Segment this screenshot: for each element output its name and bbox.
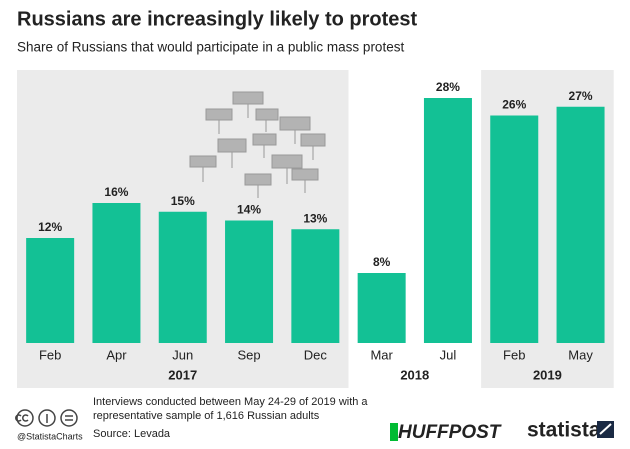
- cc-icons: [15, 409, 78, 427]
- bar: [291, 229, 340, 343]
- x-tick-label: Jul: [440, 347, 457, 362]
- x-tick-label: Dec: [304, 347, 328, 362]
- x-tick-label: Feb: [503, 347, 525, 362]
- group-label: 2017: [168, 367, 197, 382]
- note-line: representative sample of 1,616 Russian a…: [93, 410, 320, 422]
- bar: [423, 98, 472, 343]
- source: Source: Levada: [93, 428, 171, 440]
- brand-icon-stroke: [599, 423, 612, 435]
- bar: [26, 238, 75, 343]
- value-label: 13%: [303, 211, 327, 225]
- chart-subtitle: Share of Russians that would participate…: [17, 40, 404, 55]
- brand-logo: statista: [527, 419, 601, 442]
- note-line: Interviews conducted between May 24-29 o…: [93, 396, 368, 408]
- x-tick-label: Feb: [39, 347, 61, 362]
- partner-mark: [390, 423, 398, 441]
- value-label: 8%: [373, 255, 391, 269]
- partner-logo: HUFFPOST: [398, 422, 502, 443]
- x-tick-label: Mar: [370, 347, 393, 362]
- value-label: 14%: [237, 203, 261, 217]
- bar: [92, 203, 141, 343]
- bar: [490, 115, 539, 343]
- value-label: 26%: [502, 98, 526, 112]
- handle: @StatistaCharts: [17, 431, 83, 441]
- value-label: 27%: [569, 89, 593, 103]
- x-tick-label: Sep: [237, 347, 260, 362]
- value-label: 28%: [436, 80, 460, 94]
- bar: [158, 211, 207, 343]
- bar: [225, 220, 274, 343]
- value-label: 16%: [104, 185, 128, 199]
- group-label: 2018: [400, 367, 429, 382]
- bar: [556, 106, 605, 343]
- value-label: 12%: [38, 220, 62, 234]
- x-tick-label: May: [568, 347, 593, 362]
- x-tick-label: Apr: [106, 347, 127, 362]
- chart-title: Russians are increasingly likely to prot…: [17, 8, 417, 30]
- bar: [357, 273, 406, 343]
- x-tick-label: Jun: [172, 347, 193, 362]
- group-label: 2019: [533, 367, 562, 382]
- protest-illustration: [189, 91, 326, 198]
- value-label: 15%: [171, 194, 195, 208]
